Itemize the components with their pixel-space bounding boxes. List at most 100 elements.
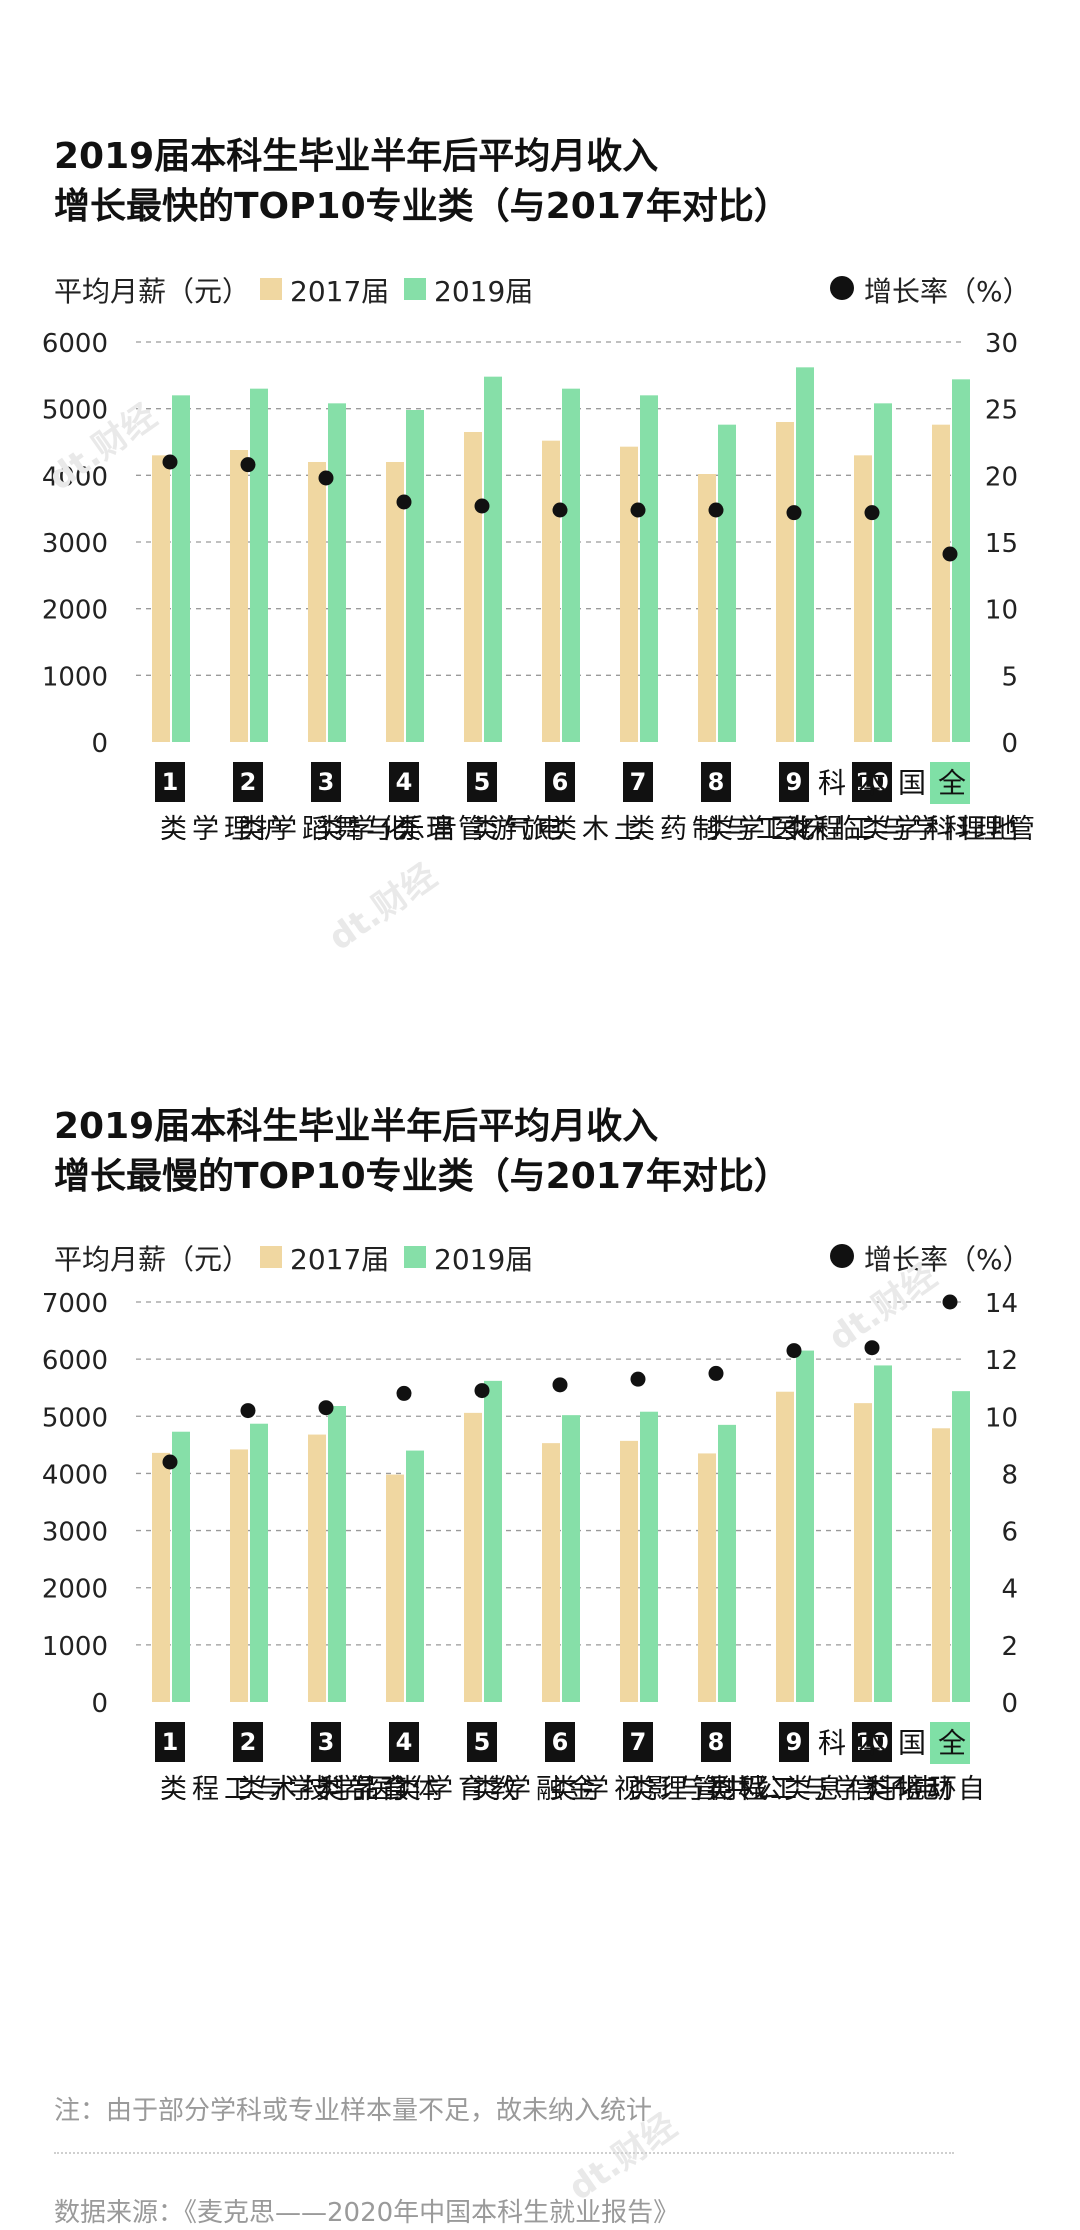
rank-badge: 5 [467,762,497,802]
bar-2017 [776,422,794,742]
chart1-legend-2017: 2017届 [290,275,390,308]
y-tick-label: 6000 [42,1346,108,1376]
category-label: 自动化类 [857,1774,984,1803]
rank-badge: 2 [233,762,263,802]
rate-dot [708,1365,724,1381]
rank-badge: 4 [389,762,419,802]
category-label: 教育学类 [389,1774,516,1803]
chart2-plot: 0 1000 2000 3000 4000 5000 6000 7000 0 2 4 6 8 10 12 14 [42,1290,1018,1719]
category-label: 体育学类 [311,1774,438,1803]
y-tick-label: 0 [91,1689,108,1719]
category-label: 土木类 [545,814,640,843]
bar-2019 [328,403,346,742]
chart1-title-line2: 增长最快的TOP10专业类（与2017年对比） [54,186,790,227]
rank-badge: 9 [779,762,809,802]
bar-2017 [542,1443,560,1702]
category-label: 护理学类 [155,814,282,843]
bar-2017 [464,432,482,742]
chart2-legend-rate: 增长率（%） [864,1243,1031,1276]
rate-dot [942,546,958,562]
rate-dot [630,502,646,518]
rank-badge: 10 [852,762,892,802]
y2-tick-label: 20 [985,462,1018,492]
chart1-plot: 0 1000 2000 3000 4000 5000 6000 0 5 10 15 20 25 30 [42,330,1018,759]
rank-badge: 7 [623,762,653,802]
rate-dot [786,505,802,521]
category-label: 公共管理类 [623,1774,782,1803]
y2-tick-label: 0 [1001,729,1018,759]
bar-2019 [406,1450,424,1702]
rate-dot [552,1377,568,1393]
rate-dot [474,498,490,514]
bar-2019 [874,1365,892,1702]
footnote: 注：由于部分学科或专业样本量不足，故未纳入统计 [54,2096,653,2126]
rate-dot [552,502,568,518]
chart2-legend: 平均月薪（元） 2017届 2019届 增长率（%） [54,1238,1031,1278]
rate-dot [318,1400,334,1416]
chart1-legend-2019: 2019届 [434,275,534,308]
rank-badge: 8 [701,762,731,802]
y-tick-label: 0 [91,729,108,759]
category-label: 金融学类 [467,1774,594,1803]
bar-2019 [562,1415,580,1702]
bar-2019 [250,388,268,742]
rate-dot [162,454,178,470]
rate-dot [786,1343,802,1359]
chart2-title: 2019届本科生毕业半年后平均月收入 增长最慢的TOP10专业类（与2017年对… [54,1102,790,1202]
y-tick-label: 3000 [42,1518,108,1548]
rank-badge: 9 [779,1722,809,1762]
rank-badge: 10 [852,1722,892,1762]
bar-2017 [620,1440,638,1702]
y-tick-label: 3000 [42,529,108,559]
y-tick-label: 2000 [42,1575,108,1605]
rate-dot [708,502,724,518]
bar-2017 [308,1434,326,1702]
category-label: 戏剧与影视学类 [545,1774,768,1803]
bar-2019 [562,388,580,742]
rank-badge: 6 [545,762,575,802]
legend-2019-swatch [404,1246,426,1268]
divider [54,2152,954,2154]
y2-tick-label: 10 [985,596,1018,626]
y2-tick-label: 5 [1001,662,1018,692]
legend-rate-dot [830,1244,854,1268]
bar-2017 [932,424,950,742]
y2-tick-label: 2 [1001,1632,1018,1662]
rank-badge: 4 [389,1722,419,1762]
y-tick-label: 6000 [42,330,108,359]
y-tick-label: 2000 [42,596,108,626]
y-tick-label: 5000 [42,1403,108,1433]
rate-dot [396,1385,412,1401]
category-label: 临床医学类 [701,814,860,843]
y-tick-label: 1000 [42,1632,108,1662]
bar-2017 [230,1449,248,1702]
bar-2019 [406,410,424,742]
rank-badge: 8 [701,1722,731,1762]
y2-tick-label: 8 [1001,1460,1018,1490]
bar-2017 [620,446,638,742]
rank-badge: 6 [545,1722,575,1762]
bar-2019 [874,403,892,742]
bar-2017 [542,440,560,742]
y2-tick-label: 15 [985,529,1018,559]
y-tick-label: 5000 [42,396,108,426]
category-label: 化学类 [311,814,406,843]
legend-2017-swatch [260,278,282,300]
rate-dot [942,1294,958,1310]
category-label: 旅游管理类 [389,814,548,843]
bar-2019 [484,376,502,742]
bar-2017 [698,1453,716,1702]
rate-dot [864,1340,880,1356]
y2-tick-label: 6 [1001,1518,1018,1548]
bar-2019 [484,1380,502,1702]
bar-2019 [172,395,190,742]
y2-tick-label: 10 [985,1403,1018,1433]
data-source: 数据来源：《麦克思——2020年中国本科生就业报告》 [54,2198,680,2228]
rate-dot [162,1454,178,1470]
bar-2017 [386,1474,404,1702]
category-label: 音乐与舞蹈学类 [233,814,456,843]
bar-2019 [796,367,814,742]
rate-dot [396,494,412,510]
bar-2017 [152,1452,170,1702]
chart1-legend: 平均月薪（元） 2017届 2019届 增长率（%） [54,270,1031,310]
